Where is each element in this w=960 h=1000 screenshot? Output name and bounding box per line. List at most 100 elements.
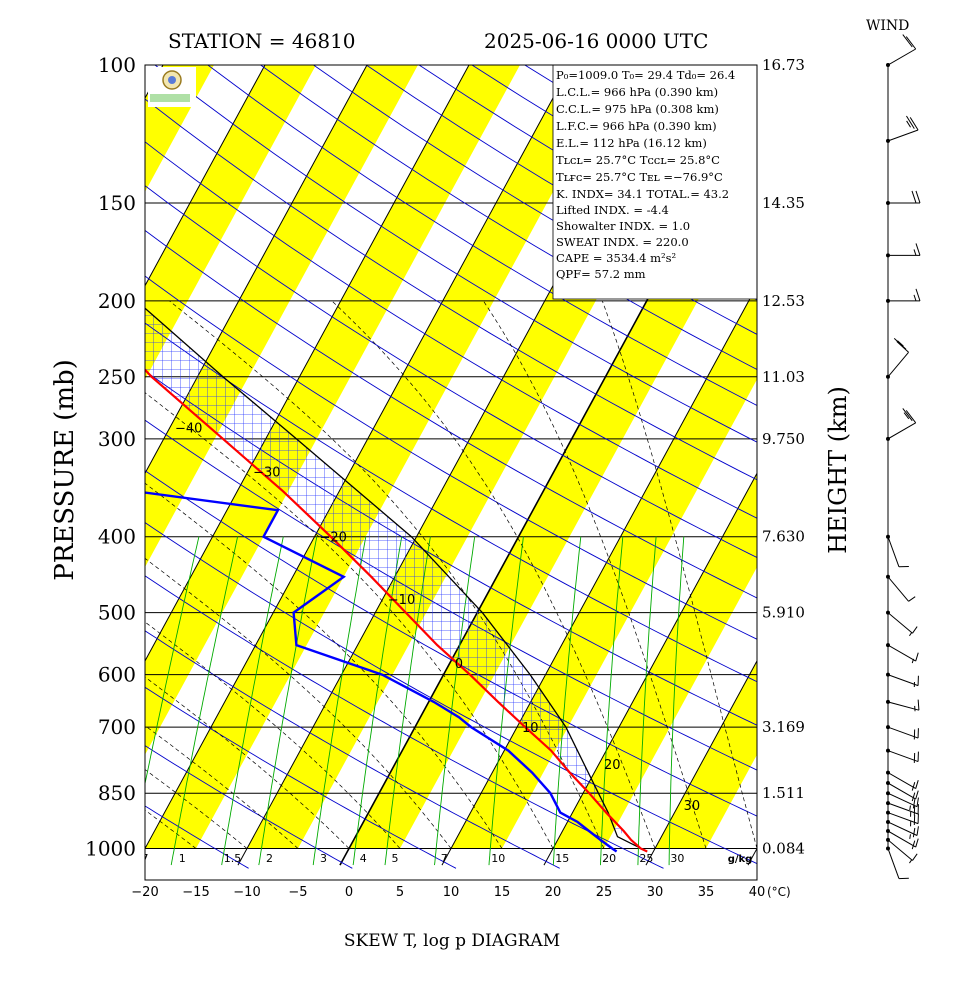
isotherm-band	[859, 0, 960, 849]
dry-adiabat	[145, 98, 757, 481]
dry-adiabat	[145, 630, 560, 869]
wind-barb-feather	[915, 838, 919, 848]
temperature-tick-label: 35	[698, 885, 715, 900]
wind-barb-staff	[887, 536, 900, 567]
isotherm-line	[145, 65, 368, 475]
dry-adiabat	[145, 745, 353, 869]
height-labels: 16.73 14.35 12.53 11.03 9.750 7.630 5.910 3.169…	[762, 56, 805, 858]
temperature-tick-label: 15	[494, 885, 511, 900]
mixing-ratio-line	[637, 536, 657, 866]
mixing-ratio-line	[312, 536, 367, 866]
wind-barb-feather	[897, 340, 904, 347]
moist-adiabat	[145, 769, 248, 849]
wind-barb-feather	[912, 626, 918, 634]
pressure-label: 850	[98, 781, 136, 805]
wind-barb-feather	[912, 827, 916, 838]
moist-adiabat	[145, 392, 554, 849]
y-axis-right-label: HEIGHT (km)	[824, 386, 852, 554]
wind-barb-feather	[915, 288, 921, 302]
mixing-ratio-label: 15	[555, 852, 569, 865]
moist-adiabat	[331, 300, 656, 849]
wind-barb-staff	[887, 750, 919, 763]
wind-barb-staff	[887, 830, 916, 848]
temperature-tick-label: 10	[443, 885, 460, 900]
mixing-ratio-label: 2	[266, 852, 273, 865]
pressure-label: 150	[98, 191, 136, 215]
moist-adiabats	[145, 300, 757, 849]
info-line: E.L.= 112 hPa (16.12 km)	[556, 136, 707, 150]
info-line: SWEAT INDX. = 220.0	[556, 235, 689, 249]
dry-adiabat	[145, 275, 757, 640]
pressure-label: 200	[98, 289, 136, 313]
height-label: 5.910	[762, 604, 805, 622]
wind-barb-feather	[915, 190, 921, 204]
wind-barb-staff	[887, 726, 919, 739]
wind-barb-feather	[912, 799, 916, 809]
wind-barb-feather	[909, 117, 919, 131]
mixing-ratio-line	[258, 536, 318, 866]
cape-area	[145, 308, 624, 837]
pressure-label: 100	[98, 53, 136, 77]
info-line: Lifted INDX. = -4.4	[556, 203, 669, 217]
datetime-title: 2025-06-16 0000 UTC	[484, 29, 708, 53]
info-line: Tʟғᴄ= 25.7°C Tᴇʟ =−76.9°C	[556, 170, 723, 184]
mixing-ratio-label: 30	[670, 852, 684, 865]
info-line: Showalter INDX. = 1.0	[556, 219, 690, 233]
pressure-label: 1000	[85, 837, 136, 861]
agency-logo	[148, 67, 196, 107]
mixing-ratio-label: 5	[391, 852, 398, 865]
isotherm-label: 10	[522, 721, 539, 736]
wind-barb-staff	[887, 792, 918, 808]
dry-adiabat	[145, 522, 757, 865]
wind-barb-feather	[913, 249, 917, 256]
temperature-tick-label: −5	[288, 885, 307, 900]
logo-wordmark-icon	[150, 94, 190, 102]
isotherm-band	[0, 0, 36, 849]
temperature-tick-label: 30	[647, 885, 664, 900]
wind-barb-staff	[887, 48, 916, 66]
info-box-frame	[552, 65, 757, 300]
isotherm-label: 30	[684, 799, 701, 814]
wind-barb-feather	[905, 36, 917, 50]
wind-barb-feather	[905, 410, 917, 424]
temperature-tick-label: 40	[749, 885, 766, 900]
wind-barb-feather	[911, 190, 917, 204]
moist-adiabat	[169, 300, 605, 849]
height-label: 3.169	[762, 718, 805, 736]
wind-barb-staff	[887, 644, 916, 662]
wind-barb-feather	[902, 34, 913, 48]
mixing-ratio-label: 20	[602, 852, 616, 865]
wind-barb-feather	[915, 790, 919, 800]
temperature-tick-label: −15	[182, 885, 209, 900]
wind-title: WIND	[866, 18, 909, 34]
wind-barb-staff	[887, 772, 916, 790]
mixing-ratio-line	[170, 536, 239, 866]
isotherm-label: −40	[175, 421, 202, 436]
height-label: 7.630	[762, 528, 805, 546]
mixing-ratio-label: 1.5	[224, 852, 242, 865]
mixing-ratio-label: 0.7	[131, 852, 149, 865]
wind-barb-staff	[887, 782, 916, 800]
moist-adiabat	[601, 300, 757, 849]
temperature-tick-label: 20	[545, 885, 562, 900]
wind-profile	[886, 34, 921, 880]
pressure-label: 300	[98, 427, 136, 451]
wind-barb-feather	[911, 782, 916, 791]
isotherm-band	[145, 65, 418, 568]
temperature-line	[145, 368, 648, 853]
height-label: 11.03	[762, 368, 805, 386]
wind-barb-feather	[916, 797, 919, 807]
station-title: STATION = 46810	[168, 29, 356, 53]
mixing-ratio-label: 3	[320, 852, 327, 865]
temperature-tick-label: −20	[131, 885, 158, 900]
wind-barb-feather	[917, 699, 920, 711]
dry-adiabat	[145, 686, 457, 869]
dry-adiabat	[145, 185, 757, 559]
mixing-ratio-label: 25	[639, 852, 653, 865]
wind-barb-feather	[909, 834, 911, 839]
wind-barb-feather	[911, 792, 916, 802]
x-axis-unit: (°C)	[767, 885, 791, 899]
wind-barb-staff	[887, 351, 909, 378]
